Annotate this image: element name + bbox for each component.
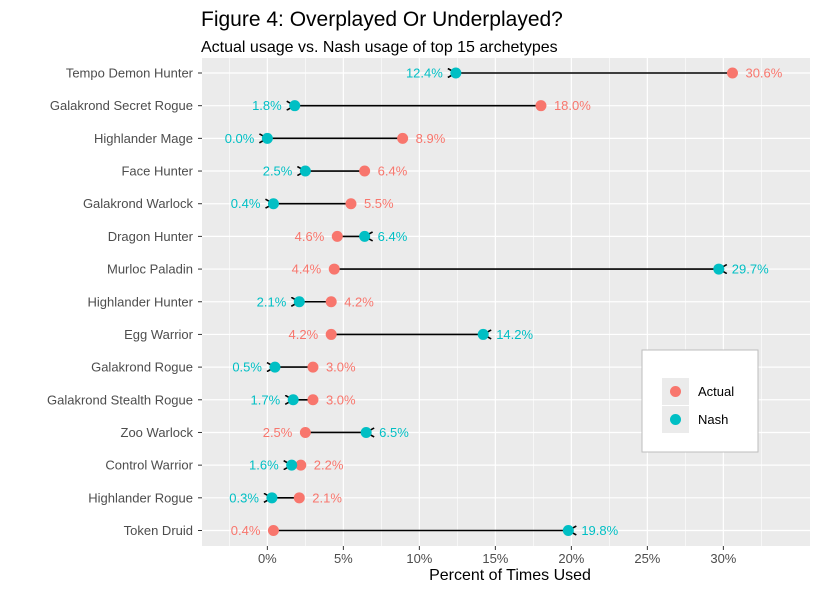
nash-value-label: 14.2% [496, 327, 533, 342]
nash-value-label: 0.5% [232, 360, 262, 375]
nash-point [286, 459, 298, 471]
nash-value-label: 12.4% [406, 66, 443, 81]
category-label: Highlander Hunter [87, 294, 193, 309]
legend: Actual Nash [641, 349, 759, 453]
legend-label-actual: Actual [698, 384, 734, 399]
nash-point [289, 100, 301, 112]
actual-point [345, 198, 357, 210]
category-label: Tempo Demon Hunter [66, 66, 194, 81]
chart-title: Figure 4: Overplayed Or Underplayed? [201, 8, 563, 31]
legend-marker-actual [670, 386, 681, 397]
category-labels: Tempo Demon Hunter Galakrond Secret Rogue… [47, 66, 202, 538]
actual-point [307, 394, 319, 406]
actual-value-label: 8.9% [416, 131, 446, 146]
x-axis-title: Percent of Times Used [429, 567, 591, 584]
actual-value-label: 4.6% [295, 229, 325, 244]
nash-point [267, 198, 279, 210]
x-tick-label: 25% [634, 551, 660, 566]
nash-point [293, 296, 305, 308]
data-points [261, 67, 738, 536]
category-label: Egg Warrior [124, 327, 194, 342]
actual-point [295, 459, 307, 471]
nash-point [477, 328, 489, 340]
actual-value-label: 3.0% [326, 392, 356, 407]
actual-point [299, 426, 311, 438]
actual-point [331, 230, 343, 242]
nash-point [269, 361, 281, 373]
actual-point [726, 67, 738, 79]
nash-value-label: 6.5% [379, 425, 409, 440]
nash-point [360, 426, 372, 438]
value-labels: 30.6% 12.4% 18.0% 1.8% 8.9% 0.0% 6.4% 2.5% 5.5% 0… [225, 66, 783, 539]
category-label: Galakrond Stealth Rogue [47, 392, 193, 407]
actual-value-label: 6.4% [378, 164, 408, 179]
actual-point [325, 328, 337, 340]
nash-point [287, 394, 299, 406]
nash-value-label: 2.1% [257, 294, 287, 309]
actual-point [307, 361, 319, 373]
category-label: Galakrond Secret Rogue [50, 98, 193, 113]
nash-point [359, 230, 371, 242]
category-label: Highlander Mage [94, 131, 193, 146]
category-label: Token Druid [124, 523, 193, 538]
actual-point [328, 263, 340, 275]
nash-value-label: 19.8% [581, 523, 618, 538]
nash-point [261, 132, 273, 144]
category-label: Galakrond Warlock [83, 196, 194, 211]
legend-marker-nash [670, 414, 681, 425]
actual-point [293, 492, 305, 504]
actual-value-label: 2.1% [312, 490, 342, 505]
category-label: Control Warrior [105, 458, 193, 473]
actual-value-label: 4.4% [292, 262, 322, 277]
nash-point [450, 67, 462, 79]
category-label: Highlander Rogue [88, 490, 193, 505]
nash-value-label: 0.4% [231, 196, 261, 211]
actual-point [535, 100, 547, 112]
nash-point [562, 525, 574, 536]
actual-point [359, 165, 371, 177]
actual-value-label: 5.5% [364, 196, 394, 211]
category-label: Galakrond Rogue [91, 360, 193, 375]
x-tick-label: 30% [710, 551, 736, 566]
nash-value-label: 0.0% [225, 131, 255, 146]
actual-value-label: 2.5% [263, 425, 293, 440]
legend-box [641, 349, 759, 453]
nash-point [713, 263, 725, 275]
actual-value-label: 0.4% [231, 523, 261, 538]
actual-value-label: 2.2% [314, 458, 344, 473]
x-tick-label: 15% [482, 551, 508, 566]
actual-value-label: 4.2% [289, 327, 319, 342]
nash-point [299, 165, 311, 177]
actual-value-label: 30.6% [745, 66, 782, 81]
category-label: Face Hunter [121, 164, 193, 179]
nash-value-label: 1.6% [249, 458, 279, 473]
category-label: Murloc Paladin [107, 262, 193, 277]
nash-value-label: 29.7% [732, 262, 769, 277]
x-tick-label: 20% [558, 551, 584, 566]
x-tick-label: 5% [334, 551, 353, 566]
actual-point [267, 525, 279, 536]
nash-value-label: 0.3% [229, 490, 259, 505]
actual-value-label: 18.0% [554, 98, 591, 113]
category-label: Zoo Warlock [121, 425, 194, 440]
chart-subtitle: Actual usage vs. Nash usage of top 15 ar… [201, 39, 558, 56]
legend-label-nash: Nash [698, 412, 728, 427]
x-tick-label: 10% [406, 551, 432, 566]
nash-point [266, 492, 278, 504]
actual-point [325, 296, 337, 308]
x-tick-label: 0% [258, 551, 277, 566]
nash-value-label: 6.4% [378, 229, 408, 244]
category-label: Dragon Hunter [108, 229, 194, 244]
nash-value-label: 1.7% [251, 392, 281, 407]
nash-value-label: 2.5% [263, 164, 293, 179]
actual-value-label: 4.2% [344, 294, 374, 309]
nash-value-label: 1.8% [252, 98, 282, 113]
actual-value-label: 3.0% [326, 360, 356, 375]
actual-point [397, 132, 409, 144]
x-axis-ticks: 0% 5% 10% 15% 20% 25% 30% [258, 546, 737, 566]
